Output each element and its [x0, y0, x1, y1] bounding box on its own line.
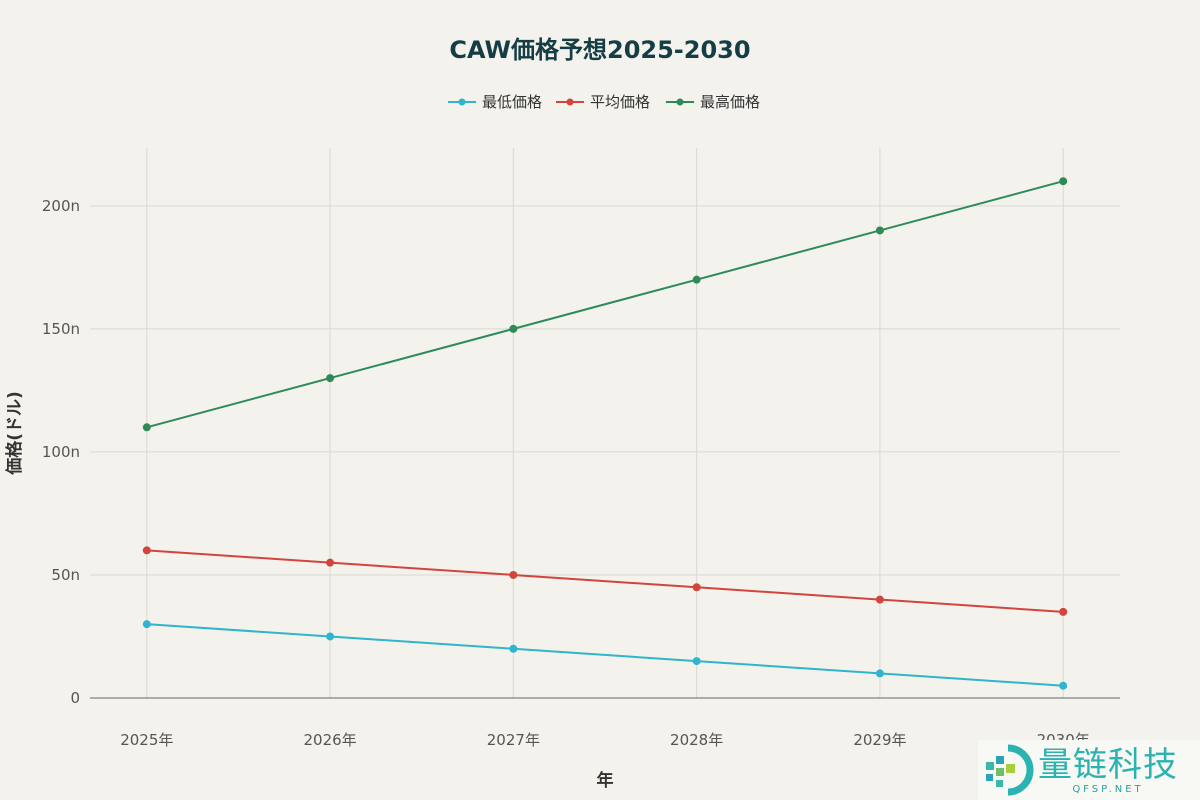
legend-label: 平均価格: [590, 93, 650, 111]
data-point: [692, 657, 701, 666]
watermark-domain: QFSP.NET: [1072, 783, 1144, 795]
data-point: [326, 558, 335, 567]
data-point: [692, 583, 701, 592]
series-layer: [142, 177, 1068, 690]
series-line: [146, 623, 1064, 687]
watermark: 量链科技 QFSP.NET: [978, 740, 1200, 800]
data-point: [875, 595, 884, 604]
data-point: [875, 226, 884, 235]
y-tick-label: 50n: [51, 566, 80, 584]
data-point: [142, 620, 151, 629]
data-point: [142, 546, 151, 555]
ticks: 2025年2026年2027年2028年2029年2030年050n100n15…: [42, 197, 1090, 749]
x-tick-label: 2026年: [303, 731, 356, 749]
x-axis-label: 年: [597, 770, 614, 791]
data-point: [875, 669, 884, 678]
data-point: [509, 644, 518, 653]
data-point: [1059, 681, 1068, 690]
y-tick-label: 0: [70, 689, 80, 707]
legend-label: 最低価格: [482, 93, 542, 111]
x-tick-label: 2028年: [670, 731, 723, 749]
x-tick-label: 2029年: [853, 731, 906, 749]
data-point: [692, 275, 701, 284]
chart-title: CAW価格予想2025-2030: [449, 36, 750, 64]
y-axis-label: 価格(ドル): [4, 391, 25, 476]
watermark-logo-icon: [986, 744, 1034, 796]
data-point: [326, 632, 335, 641]
data-point: [1059, 177, 1068, 186]
legend-marker: [458, 98, 466, 106]
data-point: [326, 374, 335, 383]
y-tick-label: 200n: [42, 197, 80, 215]
x-tick-label: 2025年: [120, 731, 173, 749]
data-point: [509, 570, 518, 579]
x-tick-label: 2027年: [487, 731, 540, 749]
watermark-name: 量链科技: [1038, 744, 1178, 785]
grid: [90, 148, 1120, 699]
legend-marker: [676, 98, 684, 106]
y-tick-label: 150n: [42, 320, 80, 338]
series-line: [146, 549, 1064, 613]
data-point: [1059, 607, 1068, 616]
series-line: [146, 180, 1064, 429]
legend-marker: [566, 98, 574, 106]
legend-label: 最高価格: [700, 93, 760, 111]
data-point: [142, 423, 151, 432]
legend: 最低価格 平均価格 最高価格: [448, 93, 760, 111]
data-point: [509, 324, 518, 333]
y-tick-label: 100n: [42, 443, 80, 461]
